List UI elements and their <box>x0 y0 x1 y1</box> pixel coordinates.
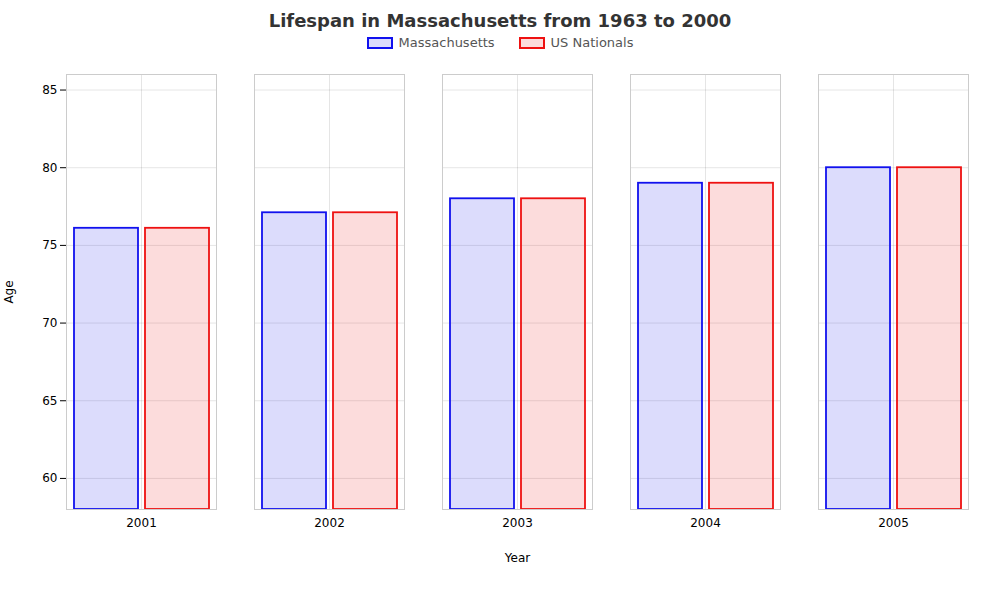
svg-text:75: 75 <box>42 238 57 252</box>
svg-text:2004: 2004 <box>690 516 721 530</box>
svg-text:2001: 2001 <box>126 516 157 530</box>
svg-text:70: 70 <box>42 316 57 330</box>
svg-text:65: 65 <box>42 394 57 408</box>
html-text:US Nationals: US Nationals <box>550 35 634 50</box>
svg-text:80: 80 <box>42 161 57 175</box>
svg-text:2003: 2003 <box>502 516 533 530</box>
svg-text:85: 85 <box>42 83 57 97</box>
html-text:Massachusetts: Massachusetts <box>398 35 495 50</box>
svg-text:Age: Age <box>2 280 16 303</box>
html-text:Lifespan in Massachusetts from: Lifespan in Massachusetts from 1963 to 2… <box>268 10 732 31</box>
svg-text:Year: Year <box>504 551 530 565</box>
svg-text:2002: 2002 <box>314 516 345 530</box>
svg-text:60: 60 <box>42 471 57 485</box>
svg-text:2005: 2005 <box>878 516 909 530</box>
